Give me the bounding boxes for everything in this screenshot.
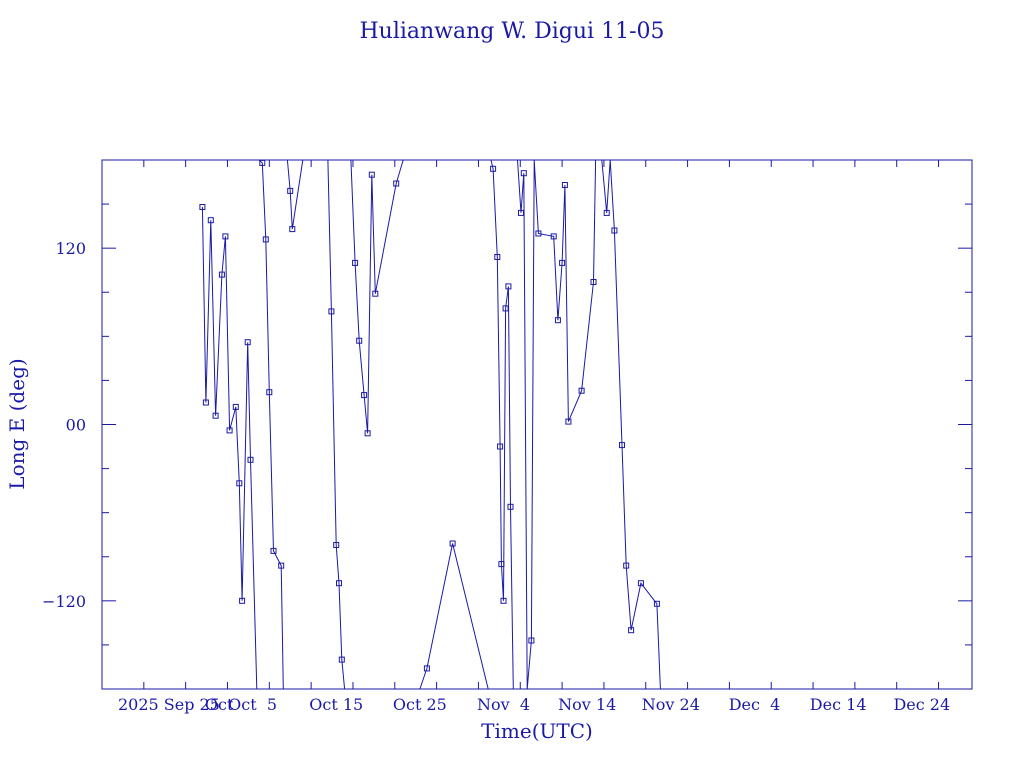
data-point (619, 442, 625, 449)
data-point (199, 204, 206, 210)
data-point (565, 418, 572, 425)
plot-frame (101, 159, 973, 690)
data-point (338, 656, 345, 663)
data-point (505, 283, 512, 290)
data-point (259, 159, 266, 166)
data-point (289, 226, 296, 233)
data-point (244, 339, 251, 346)
x-tick-label: Oct 25 (393, 695, 447, 714)
y-tick-label: 00 (66, 416, 86, 435)
data-point (222, 233, 229, 240)
data-point (287, 187, 294, 194)
x-tick-label: Nov 14 (558, 695, 616, 714)
data-point (368, 171, 375, 178)
x-tick-label: Oct 15 (309, 695, 363, 714)
data-point (561, 182, 568, 188)
data-point (202, 399, 209, 406)
series-line (286, 159, 346, 690)
data-point (578, 387, 585, 394)
data-point (356, 337, 363, 344)
x-tick-label: Oct (205, 695, 234, 714)
data-point (207, 217, 214, 224)
data-point (554, 317, 561, 324)
series-line (419, 543, 489, 690)
data-point (226, 427, 233, 434)
data-point (550, 233, 557, 240)
data-point (212, 412, 219, 419)
series-line (350, 159, 404, 434)
y-axis-label: Long E (deg) (5, 358, 29, 489)
data-point (218, 271, 225, 278)
data-point (528, 637, 535, 644)
data-point (372, 290, 379, 297)
data-point (637, 580, 644, 587)
data-point (518, 209, 524, 216)
data-point (270, 547, 277, 554)
data-point (278, 562, 285, 569)
x-tick-label: Nov 4 (477, 695, 530, 714)
data-point (498, 561, 505, 568)
data-point (364, 430, 371, 437)
data-point (328, 308, 335, 315)
x-tick-label: Dec 4 (729, 695, 781, 714)
data-point (590, 279, 597, 285)
data-point (507, 503, 514, 510)
data-point (520, 170, 527, 177)
data-point (247, 456, 254, 463)
data-point (423, 665, 430, 672)
chart-title: Hulianwang W. Digui 11-05 (359, 19, 664, 44)
series-line (201, 206, 258, 690)
data-point (239, 597, 246, 604)
data-point (236, 480, 243, 487)
x-tick-label: Dec 24 (893, 695, 950, 714)
x-tick-label: 2025 Sep 25 (118, 695, 220, 714)
series-layer (201, 159, 661, 690)
y-tick-label: −120 (42, 592, 86, 611)
data-point (266, 389, 273, 396)
y-tick-label: 120 (55, 239, 86, 258)
data-point (559, 259, 566, 266)
data-point (449, 540, 456, 547)
data-point (535, 230, 542, 237)
data-point (336, 580, 342, 587)
series-line (490, 159, 514, 690)
data-point (494, 254, 501, 260)
data-point (232, 403, 239, 410)
data-point (611, 227, 618, 234)
data-point (490, 165, 497, 172)
series-line (517, 159, 661, 690)
markers-layer (199, 159, 660, 672)
data-point (623, 562, 630, 569)
data-point (333, 542, 340, 548)
data-point (497, 443, 504, 450)
data-point (603, 209, 610, 216)
data-point (262, 236, 269, 243)
x-tick-label: Oct 5 (228, 695, 277, 714)
data-point (361, 392, 368, 399)
data-point (653, 600, 660, 607)
data-point (502, 305, 509, 312)
x-axis-label: Time(UTC) (481, 719, 593, 743)
x-tick-label: Nov 24 (642, 695, 700, 714)
data-point (352, 259, 359, 266)
data-point (500, 597, 507, 604)
data-point (393, 180, 400, 187)
x-tick-label: Dec 14 (810, 695, 867, 714)
series-line (258, 159, 284, 690)
data-point (628, 627, 635, 634)
